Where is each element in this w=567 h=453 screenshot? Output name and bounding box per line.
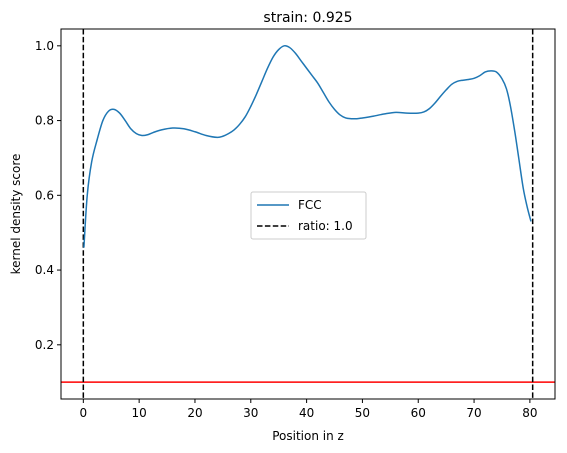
y-tick-label: 1.0 [35,39,54,53]
legend-fcc-label: FCC [298,198,322,212]
legend: FCC ratio: 1.0 [250,191,367,240]
chart-title: strain: 0.925 [263,10,352,26]
x-tick-label: 40 [299,406,314,420]
y-tick-label: 0.6 [35,188,54,202]
legend-ratio-label: ratio: 1.0 [298,219,353,233]
series-line-fcc [83,45,532,248]
axes-frame [60,28,556,400]
x-tick-label: 70 [466,406,481,420]
y-tick-label: 0.8 [35,114,54,128]
x-tick-label: 0 [80,406,88,420]
x-tick-label: 80 [522,406,537,420]
x-axis-ticks: 0 10 20 30 40 50 60 70 80 [80,399,538,420]
y-tick-label: 0.2 [35,338,54,352]
x-tick-label: 10 [132,406,147,420]
x-axis-label: Position in z [272,429,344,443]
y-axis-label: kernel density score [9,154,23,275]
y-axis-ticks: 0.2 0.4 0.6 0.8 1.0 [35,39,61,352]
plot-area [61,29,555,399]
legend-frame [250,191,367,240]
x-tick-label: 20 [187,406,202,420]
x-tick-label: 30 [243,406,258,420]
y-tick-label: 0.4 [35,263,54,277]
x-tick-label: 50 [355,406,370,420]
x-tick-label: 60 [411,406,426,420]
